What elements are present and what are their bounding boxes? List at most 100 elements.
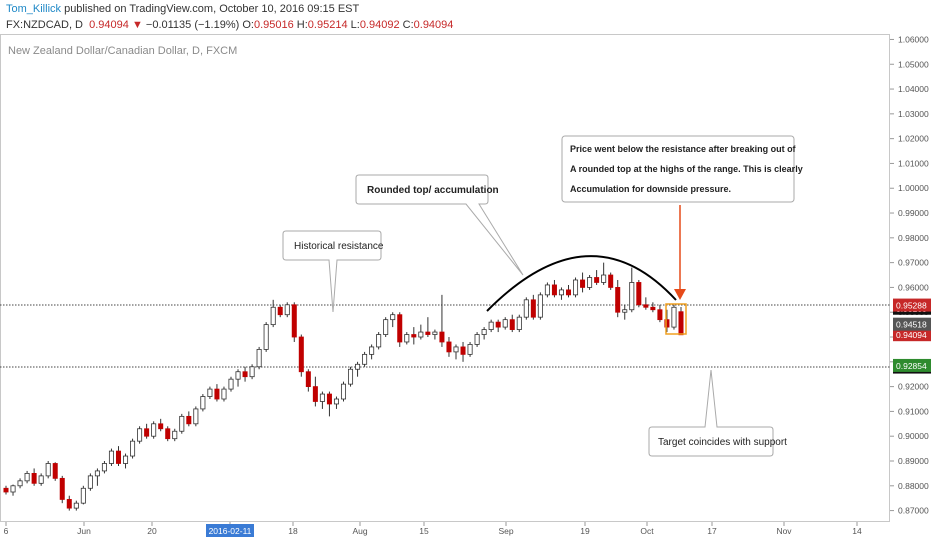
- candle-up[interactable]: [523, 299, 529, 318]
- candle-down[interactable]: [397, 314, 403, 343]
- candle-up[interactable]: [256, 349, 262, 368]
- candle-up[interactable]: [130, 440, 136, 457]
- candle-down[interactable]: [66, 499, 72, 509]
- candle-down[interactable]: [509, 319, 515, 330]
- candle-down[interactable]: [312, 386, 318, 402]
- candle-down[interactable]: [594, 277, 600, 283]
- candle-down[interactable]: [186, 415, 192, 425]
- candle-up[interactable]: [488, 321, 494, 330]
- candle-up[interactable]: [376, 334, 382, 348]
- candle-up[interactable]: [333, 398, 339, 405]
- candle-up[interactable]: [340, 383, 347, 400]
- candle-up[interactable]: [80, 487, 86, 504]
- candle-up[interactable]: [404, 334, 410, 343]
- candle-up[interactable]: [73, 502, 79, 509]
- candle-down[interactable]: [643, 304, 649, 308]
- candle-up[interactable]: [418, 331, 424, 338]
- candle-down[interactable]: [144, 428, 150, 437]
- candle-down[interactable]: [650, 306, 656, 311]
- candle-up[interactable]: [108, 450, 114, 464]
- candle-down[interactable]: [242, 371, 248, 378]
- candle-up[interactable]: [235, 371, 241, 380]
- candle-up[interactable]: [390, 314, 396, 321]
- candle-up[interactable]: [200, 396, 206, 410]
- candles-layer[interactable]: [3, 262, 684, 511]
- candle-up[interactable]: [24, 472, 30, 482]
- candle-down[interactable]: [565, 289, 572, 296]
- candle-down[interactable]: [495, 321, 501, 328]
- candle-up[interactable]: [671, 306, 677, 328]
- candle-up[interactable]: [516, 316, 522, 330]
- candle-down[interactable]: [326, 393, 332, 405]
- candle-up[interactable]: [284, 304, 290, 316]
- candle-up[interactable]: [622, 309, 628, 313]
- candle-down[interactable]: [305, 371, 311, 388]
- x-axis[interactable]: 6 Jun 20 2016-02-11 18 Aug 15 Sep 19 Oct 17 Nov 14: [4, 522, 862, 537]
- candle-up[interactable]: [587, 277, 593, 288]
- candle-up[interactable]: [474, 334, 480, 345]
- candle-down[interactable]: [425, 331, 431, 335]
- candle-down[interactable]: [277, 306, 283, 316]
- candle-up[interactable]: [319, 393, 325, 402]
- candle-up[interactable]: [94, 470, 100, 477]
- candle-up[interactable]: [544, 284, 550, 296]
- candle-up[interactable]: [249, 366, 255, 378]
- candle-up[interactable]: [270, 306, 276, 326]
- candle-up[interactable]: [228, 378, 234, 390]
- candle-down[interactable]: [636, 282, 642, 306]
- candle-up[interactable]: [45, 463, 51, 477]
- candle-down[interactable]: [664, 319, 670, 328]
- candle-down[interactable]: [530, 299, 536, 318]
- candle-up[interactable]: [467, 344, 473, 355]
- candle-up[interactable]: [221, 388, 227, 400]
- candle-up[interactable]: [172, 430, 178, 440]
- candle-up[interactable]: [263, 324, 269, 350]
- candle-up[interactable]: [101, 463, 107, 472]
- candle-up[interactable]: [355, 363, 361, 370]
- candle-down[interactable]: [439, 331, 445, 343]
- candle-down[interactable]: [158, 423, 164, 430]
- candle-up[interactable]: [10, 485, 16, 493]
- candle-up[interactable]: [87, 475, 93, 489]
- candle-down[interactable]: [59, 477, 65, 500]
- candle-down[interactable]: [608, 274, 614, 288]
- candle-up[interactable]: [432, 331, 438, 335]
- candle-up[interactable]: [481, 329, 487, 335]
- candle-up[interactable]: [558, 289, 564, 296]
- candle-down[interactable]: [460, 346, 466, 355]
- candle-down[interactable]: [298, 336, 304, 373]
- symbol-label[interactable]: FX:NZDCAD, D: [6, 19, 83, 31]
- candle-down[interactable]: [411, 334, 417, 338]
- candle-up[interactable]: [123, 455, 129, 464]
- author-link[interactable]: Tom_Killick: [6, 3, 62, 15]
- candle-up[interactable]: [453, 346, 459, 353]
- candle-down[interactable]: [115, 450, 122, 464]
- candle-up[interactable]: [38, 475, 44, 484]
- candle-down[interactable]: [291, 304, 297, 338]
- candle-up[interactable]: [573, 279, 579, 296]
- candle-down[interactable]: [615, 287, 621, 313]
- candle-up[interactable]: [207, 388, 213, 397]
- candle-up[interactable]: [383, 319, 389, 335]
- candle-up[interactable]: [601, 274, 607, 283]
- candle-down[interactable]: [3, 487, 9, 493]
- candle-up[interactable]: [629, 282, 635, 311]
- candle-down[interactable]: [52, 463, 58, 479]
- candle-up[interactable]: [348, 368, 354, 385]
- candle-down[interactable]: [657, 309, 663, 321]
- candle-down[interactable]: [551, 284, 557, 296]
- candle-up[interactable]: [179, 415, 185, 432]
- candle-down[interactable]: [580, 279, 586, 288]
- y-axis[interactable]: 1.06000 1.05000 1.04000 1.03000 1.02000 1.010…: [890, 34, 929, 516]
- candle-down[interactable]: [31, 472, 37, 484]
- candle-up[interactable]: [151, 423, 157, 437]
- candle-up[interactable]: [193, 408, 199, 425]
- candle-down[interactable]: [446, 341, 452, 353]
- candle-up[interactable]: [17, 480, 23, 487]
- candle-down[interactable]: [165, 428, 171, 440]
- candle-up[interactable]: [362, 353, 368, 365]
- candle-up[interactable]: [369, 346, 375, 355]
- price-chart[interactable]: New Zealand Dollar/Canadian Dollar, D, F…: [0, 34, 932, 550]
- candle-up[interactable]: [537, 294, 543, 318]
- candle-down[interactable]: [678, 311, 684, 336]
